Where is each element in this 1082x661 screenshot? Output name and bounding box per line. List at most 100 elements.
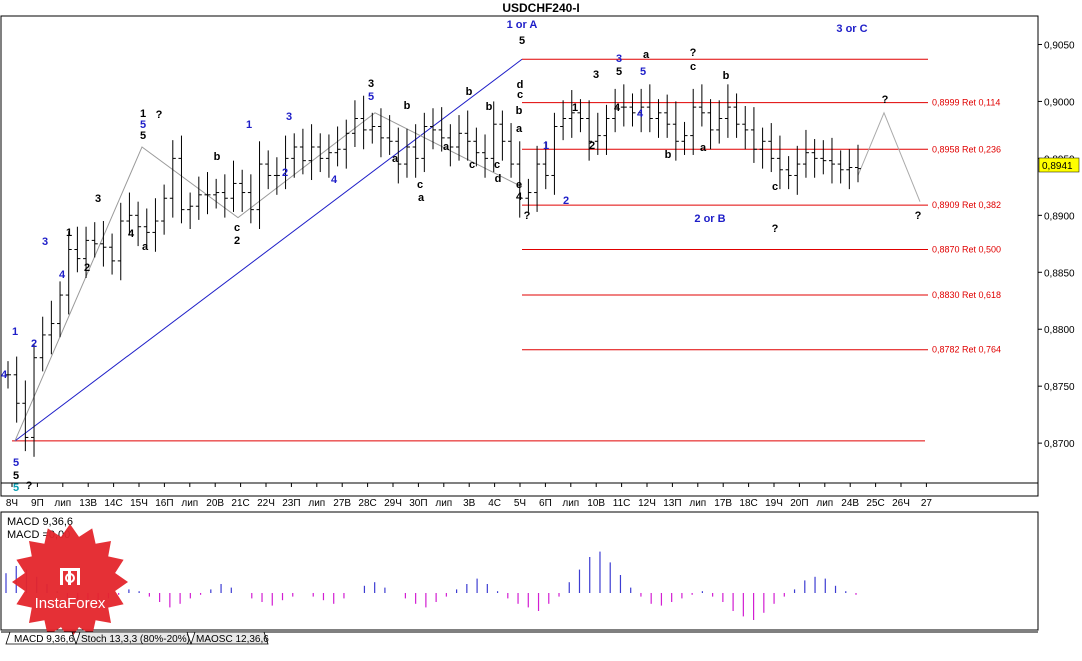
wave-label: 4 — [59, 269, 66, 281]
price-bar — [360, 95, 367, 150]
wave-label: 1 — [140, 108, 146, 120]
x-tick-label: лип — [308, 498, 325, 509]
x-tick-label: лип — [562, 498, 579, 509]
wave-label: 1 — [66, 227, 72, 239]
wave-label: b — [214, 151, 221, 163]
x-tick-label: лип — [816, 498, 833, 509]
wave-label: d — [495, 173, 502, 185]
price-bar — [750, 107, 757, 163]
price-bar — [247, 174, 254, 224]
wave-label: ? — [524, 210, 531, 222]
price-bar — [187, 192, 194, 229]
price-bar — [403, 128, 410, 178]
wave-label: a — [443, 141, 450, 153]
price-bar — [534, 145, 541, 212]
wave-label: 3 — [593, 69, 599, 81]
price-bar — [707, 99, 714, 150]
price-bar — [369, 112, 376, 144]
wave-label: b — [516, 105, 523, 117]
svg-text:MACD 9,36,6: MACD 9,36,6 — [14, 634, 74, 645]
x-tick-label: 13В — [79, 498, 97, 509]
tab-maosc[interactable]: MAOSC 12,36,6 — [190, 631, 269, 645]
wave-label: 3 — [42, 236, 48, 248]
wave-label: c — [234, 222, 240, 234]
x-tick-label: лип — [689, 498, 706, 509]
price-bar — [828, 137, 835, 184]
wave-label: a — [700, 142, 707, 154]
projection-line — [857, 111, 921, 202]
price-bar — [490, 101, 497, 173]
macd-name: MACD 9,36,6 — [7, 516, 73, 528]
price-bar — [299, 128, 306, 175]
wave-label: b — [404, 100, 411, 112]
price-bar — [456, 115, 463, 161]
price-bar — [681, 121, 688, 155]
wave-label: c — [417, 179, 423, 191]
price-bar — [716, 100, 723, 144]
wave-label: c — [469, 159, 475, 171]
wave-label: 4 — [331, 174, 338, 186]
price-bar — [91, 222, 98, 258]
price-bar — [698, 84, 705, 127]
price-bar — [48, 300, 55, 355]
price-bar — [620, 84, 627, 127]
fib-label: 0,8830 Ret 0,618 — [932, 290, 1001, 300]
price-bar — [265, 150, 272, 190]
x-tick-label: 6П — [539, 498, 552, 509]
price-bar — [291, 133, 298, 178]
tab-macd[interactable]: MACD 9,36,6 — [5, 631, 77, 645]
chart-title: USDCHF240-I — [502, 1, 579, 15]
wave-label: 2 — [589, 140, 595, 152]
instaforex-logo: InstaForex — [12, 524, 128, 640]
price-bar — [542, 141, 549, 190]
x-tick-label: 14С — [104, 498, 122, 509]
price-bar — [421, 112, 428, 173]
wave-label: e — [516, 179, 522, 191]
price-bar — [768, 123, 775, 173]
wave-label: b — [723, 70, 730, 82]
price-bar — [846, 149, 853, 190]
tab-stoch[interactable]: Stoch 13,3,3 (80%-20%) — [75, 631, 192, 645]
wave-label: 4 — [637, 108, 644, 120]
wave-label: 2 — [563, 195, 569, 207]
price-bar — [430, 108, 436, 150]
x-tick-label: 18С — [739, 498, 757, 509]
price-bar — [343, 119, 350, 169]
wave-label: 1 — [12, 326, 18, 338]
price-bar — [447, 124, 454, 167]
price-bar — [664, 94, 671, 138]
wave-label: ? — [772, 223, 779, 235]
x-tick-label: 26Ч — [892, 498, 910, 509]
price-bar — [855, 144, 861, 183]
x-tick-label: лип — [181, 498, 198, 509]
price-bars — [5, 84, 861, 457]
wave-label: 5 — [519, 35, 525, 47]
wave-label: ? — [26, 480, 33, 492]
price-bar — [213, 178, 220, 209]
price-bar — [5, 361, 11, 389]
x-axis: 8Ч 9П лип 13В 14С 15Ч 16П лип 20В 21С 22Ч 23П лип 27В… — [6, 483, 932, 509]
price-bar — [135, 201, 142, 247]
wave-label: c — [772, 181, 778, 193]
y-tick-label: 0,8700 — [1044, 439, 1075, 450]
price-bar — [551, 112, 558, 195]
wave-label: 1 or A — [507, 19, 538, 31]
insta-logo-icon — [60, 568, 80, 585]
x-tick-label: 27В — [333, 498, 351, 509]
y-tick-label: 0,8800 — [1044, 325, 1075, 336]
wave-label: a — [643, 49, 650, 61]
price-bar — [126, 192, 133, 235]
wave-label: 2 — [84, 262, 90, 274]
wave-label: 3 — [95, 193, 101, 205]
price-bar — [117, 202, 124, 281]
price-bar — [325, 134, 332, 178]
x-tick-label: 16П — [155, 498, 173, 509]
price-bar — [820, 140, 827, 175]
price-bar — [334, 126, 341, 167]
price-bar — [178, 135, 185, 224]
price-bar — [690, 88, 697, 155]
price-bar — [733, 93, 740, 138]
wave-label: ? — [690, 47, 697, 59]
wave-label: ? — [915, 210, 922, 222]
